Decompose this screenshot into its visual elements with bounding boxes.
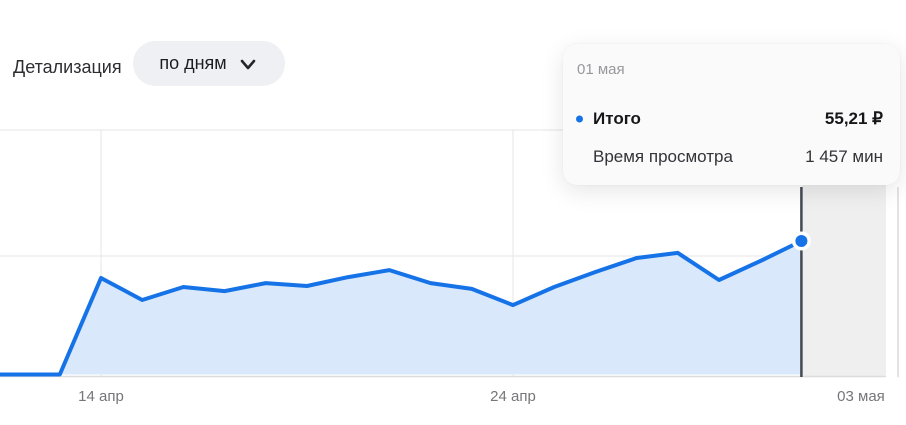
tooltip-date: 01 мая	[577, 61, 625, 78]
x-axis-tick: 24 апр	[490, 388, 536, 405]
granularity-label: Детализация	[13, 57, 122, 77]
tooltip-row-total: Итого 55,21 ₽	[576, 108, 883, 130]
tooltip-watch-time-label: Время просмотра	[593, 147, 733, 166]
tooltip-row-watch-time: Время просмотра 1 457 мин	[593, 146, 883, 168]
granularity-dropdown-button[interactable]: по дням	[133, 41, 285, 86]
chart-toolbar: Детализация по дням	[0, 0, 906, 110]
granularity-dropdown-value: по дням	[159, 53, 227, 73]
series-bullet-icon	[576, 115, 583, 123]
chevron-down-icon	[240, 59, 255, 69]
tooltip-watch-time-value: 1 457 мин	[805, 147, 883, 166]
area-fill	[0, 241, 802, 375]
tooltip-total-value: 55,21 ₽	[824, 109, 883, 128]
series-line	[0, 239, 804, 377]
chart-tooltip: 01 мая Итого 55,21 ₽ Время просмотра 1 4…	[563, 44, 900, 185]
data-point-dot	[795, 235, 808, 248]
x-axis-tick: 03 мая	[837, 388, 885, 405]
tooltip-total-label: Итого	[593, 109, 641, 128]
x-axis-tick: 14 апр	[78, 388, 124, 405]
